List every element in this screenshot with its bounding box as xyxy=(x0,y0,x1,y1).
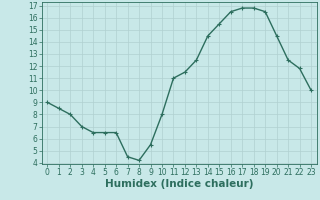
X-axis label: Humidex (Indice chaleur): Humidex (Indice chaleur) xyxy=(105,179,253,189)
